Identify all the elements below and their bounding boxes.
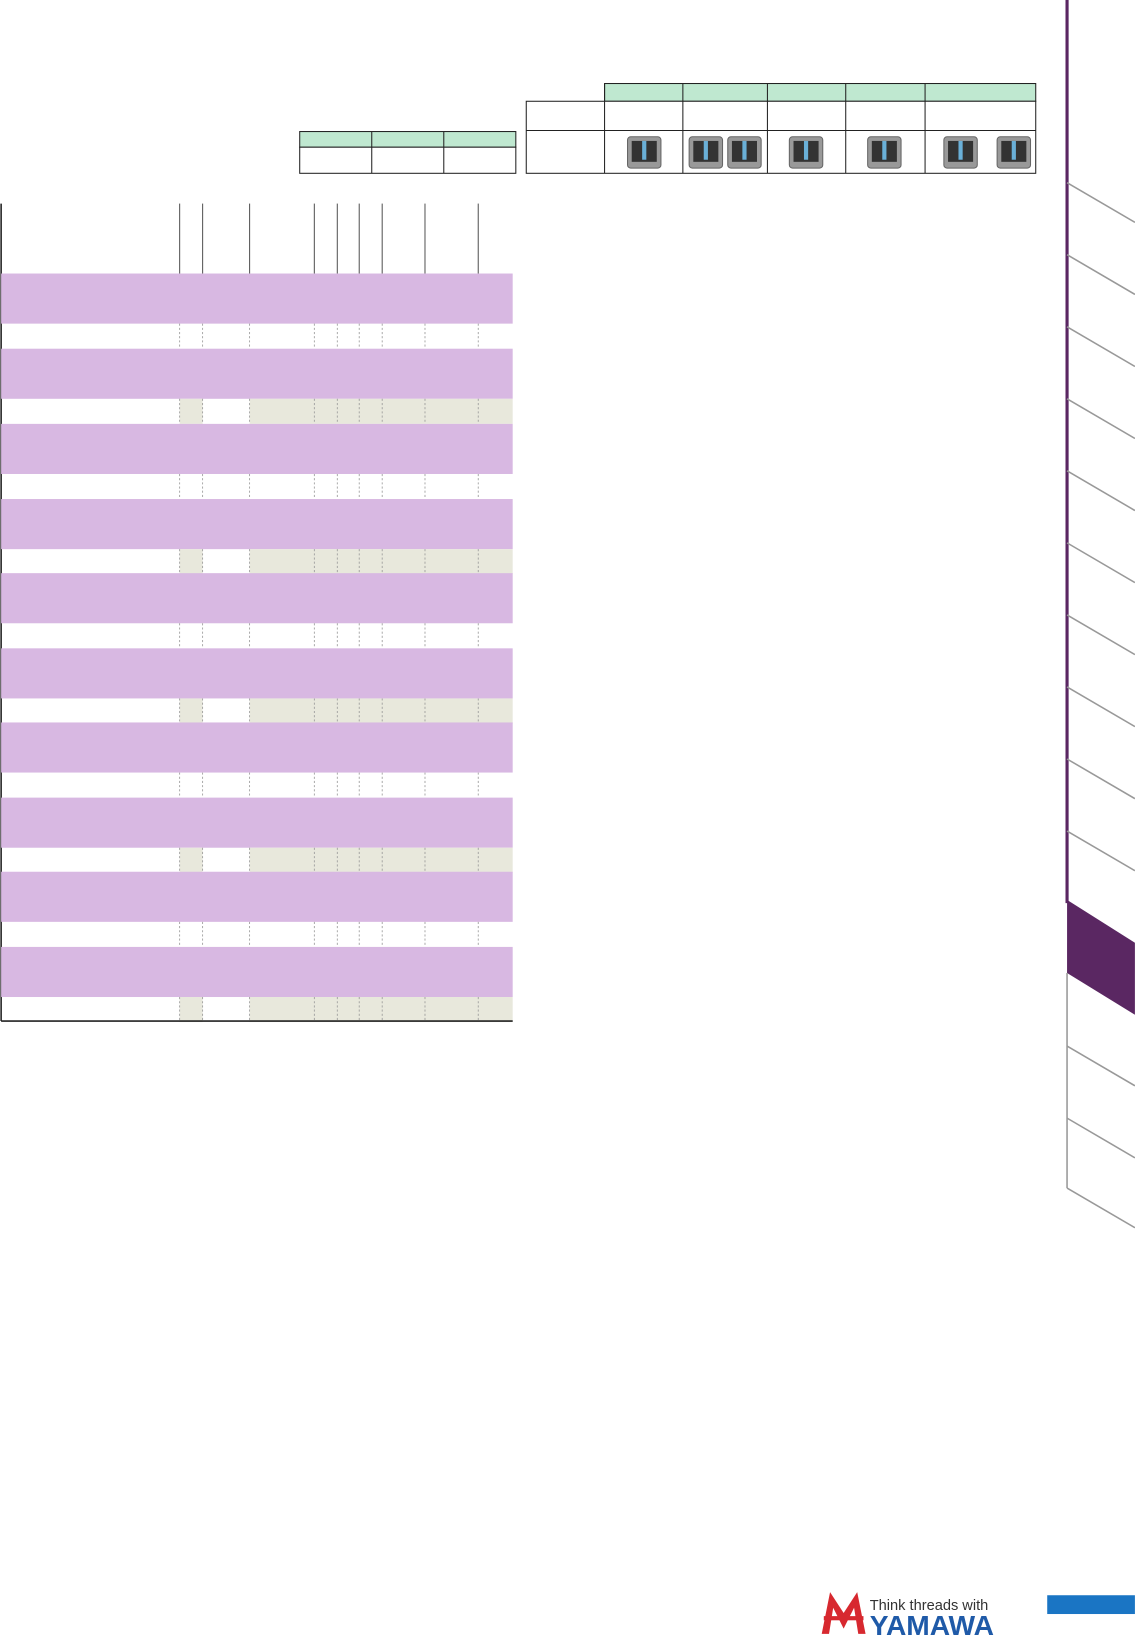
rule <box>1066 254 1135 296</box>
cell <box>249 549 513 575</box>
rule <box>1066 1045 1135 1087</box>
rule <box>1066 1187 1135 1229</box>
cell <box>179 847 203 873</box>
band <box>1 871 513 922</box>
rule <box>1066 1117 1135 1159</box>
rule <box>1066 470 1135 512</box>
band <box>1 348 513 399</box>
icon-slot <box>703 140 708 160</box>
band <box>1 797 513 848</box>
icon-slot <box>803 140 809 160</box>
rule <box>1066 398 1135 440</box>
icon-slot <box>742 140 747 160</box>
band <box>1 722 513 773</box>
logo-name: YAMAWA <box>870 1609 994 1637</box>
table-body <box>299 146 517 174</box>
logo-mark-bar <box>823 1616 864 1621</box>
cell <box>179 698 203 724</box>
page-tab-bar <box>1047 1595 1135 1615</box>
layout <box>0 0 1135 1229</box>
cell <box>249 398 513 424</box>
cell <box>179 398 203 424</box>
icon-slot <box>882 140 887 160</box>
cell <box>249 847 513 873</box>
icon-slot <box>642 140 647 160</box>
cell <box>249 698 513 724</box>
band <box>1 573 513 624</box>
cell <box>179 549 203 575</box>
cell <box>179 997 203 1023</box>
rule <box>1066 182 1135 224</box>
cell <box>249 997 513 1023</box>
logo: Think threads with YAMAWA <box>821 1592 1135 1637</box>
header-cell <box>299 131 517 148</box>
rule <box>1066 614 1135 656</box>
active-tab <box>1067 899 1135 1015</box>
icon-slot <box>1011 140 1016 160</box>
logo-tagline: Think threads with <box>870 1598 989 1614</box>
logo-mark-shape <box>821 1592 866 1634</box>
icon-slot <box>958 140 963 160</box>
rule <box>1066 830 1135 872</box>
rule <box>1066 758 1135 800</box>
band <box>1 946 513 998</box>
rule <box>1066 686 1135 728</box>
rule <box>1066 326 1135 368</box>
band <box>1 648 513 699</box>
band <box>1 499 513 550</box>
band <box>1 423 513 474</box>
logo-mark <box>821 1592 866 1634</box>
rule <box>1066 542 1135 584</box>
band <box>1 273 513 324</box>
header-cell <box>604 82 1037 102</box>
